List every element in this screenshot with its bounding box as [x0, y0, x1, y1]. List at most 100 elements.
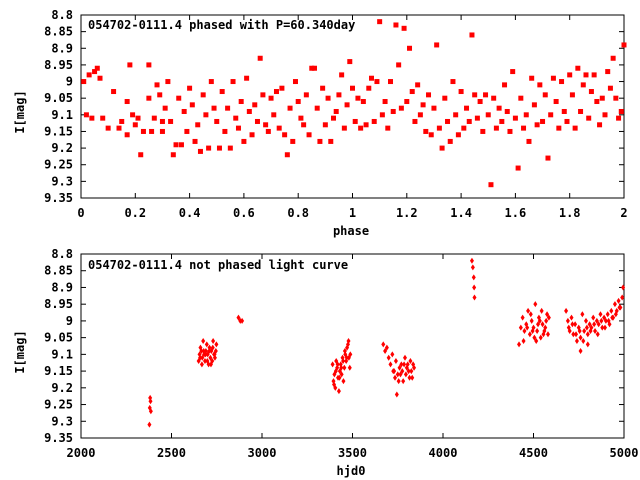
phased-data-point — [94, 65, 100, 71]
phased-data-point — [344, 102, 350, 108]
unphased-data-point — [210, 344, 215, 351]
phased-data-point — [461, 125, 467, 131]
phased-data-point — [616, 115, 622, 121]
phased-data-point — [466, 118, 472, 124]
unphased-data-point — [148, 408, 153, 415]
unphased-data-point — [522, 327, 527, 334]
unphased-data-point — [581, 337, 586, 344]
unphased-data-point — [602, 314, 607, 321]
unphased-data-point — [543, 324, 548, 331]
phased-data-point — [377, 19, 383, 25]
unphased-data-point — [536, 321, 541, 328]
unphased-data-point — [201, 337, 206, 344]
unphased-data-point — [538, 334, 543, 341]
unphased-data-point — [409, 368, 414, 375]
unphased-data-point — [403, 371, 408, 378]
unphased-data-point — [573, 321, 578, 328]
phased-data-point — [453, 112, 459, 118]
phased-data-point — [341, 125, 347, 131]
unphased-data-point — [525, 324, 530, 331]
phased-data-point — [366, 85, 372, 91]
phased-xtick-label: 1.2 — [396, 206, 418, 220]
unphased-data-point — [397, 364, 402, 371]
phased-data-point — [369, 75, 375, 81]
phased-data-point — [512, 115, 518, 121]
phased-data-point — [298, 115, 304, 121]
unphased-plot-title: 054702-0111.4 not phased light curve — [88, 258, 348, 272]
unphased-data-point — [570, 321, 575, 328]
unphased-data-point — [518, 324, 523, 331]
unphased-data-point — [471, 274, 476, 281]
unphased-data-point — [574, 331, 579, 338]
unphased-data-point — [529, 317, 534, 324]
phased-data-point — [407, 45, 413, 51]
unphased-data-point — [198, 354, 203, 361]
phased-xtick-label: 0.8 — [287, 206, 309, 220]
phased-data-point — [100, 115, 106, 121]
unphased-data-point — [341, 378, 346, 385]
phased-data-point — [390, 108, 396, 114]
phased-ytick-label: 8.95 — [44, 58, 73, 72]
phased-data-point — [320, 85, 326, 91]
phased-data-point — [328, 138, 334, 144]
phased-data-point — [211, 105, 217, 111]
phased-data-point — [480, 128, 486, 134]
phased-data-point — [265, 128, 271, 134]
unphased-data-point — [339, 364, 344, 371]
phased-data-point — [415, 82, 421, 88]
phased-data-point — [111, 89, 117, 95]
unphased-data-point — [332, 381, 337, 388]
phased-data-point — [607, 85, 613, 91]
phased-data-point — [409, 89, 415, 95]
phased-data-point — [187, 85, 193, 91]
phased-ytick-label: 9.1 — [51, 108, 73, 122]
unphased-data-point — [526, 307, 531, 314]
phased-ytick-label: 9 — [66, 75, 73, 89]
unphased-data-point — [535, 327, 540, 334]
unphased-data-point — [337, 374, 342, 381]
unphased-data-point — [591, 314, 596, 321]
unphased-data-point — [407, 374, 412, 381]
phased-data-point — [352, 118, 358, 124]
phased-data-point — [583, 72, 589, 78]
phased-data-point — [515, 165, 521, 171]
phased-data-point — [355, 95, 361, 101]
phased-data-point — [529, 75, 535, 81]
phased-data-point — [132, 122, 138, 128]
unphased-data-point — [204, 341, 209, 348]
unphased-data-point — [402, 354, 407, 361]
phased-data-point — [149, 128, 155, 134]
phased-data-point — [140, 128, 146, 134]
unphased-data-point — [610, 314, 615, 321]
unphased-data-point — [342, 348, 347, 355]
phased-data-point — [208, 79, 214, 85]
unphased-data-point — [595, 331, 600, 338]
phased-data-point — [241, 138, 247, 144]
unphased-xtick-label: 3000 — [248, 446, 277, 460]
phased-data-point — [586, 115, 592, 121]
phased-data-point — [303, 92, 309, 98]
phased-data-point — [178, 142, 184, 148]
phased-data-point — [439, 145, 445, 151]
phased-data-point — [333, 108, 339, 114]
unphased-data-point — [530, 327, 535, 334]
phased-data-point — [534, 122, 540, 128]
unphased-data-point — [393, 374, 398, 381]
phased-data-point — [591, 72, 597, 78]
phased-data-point — [431, 105, 437, 111]
phased-data-point — [279, 85, 285, 91]
phased-xtick-label: 0.2 — [124, 206, 146, 220]
phased-data-point — [257, 55, 263, 61]
phased-data-point — [613, 95, 619, 101]
phased-data-point — [575, 65, 581, 71]
phased-data-point — [83, 112, 89, 118]
unphased-data-point — [534, 337, 539, 344]
phased-data-point — [434, 42, 440, 48]
unphased-data-point — [577, 327, 582, 334]
phased-xtick-label: 0 — [77, 206, 84, 220]
phased-data-point — [203, 112, 209, 118]
unphased-data-point — [571, 331, 576, 338]
unphased-data-point — [208, 361, 213, 368]
phased-data-point — [610, 55, 616, 61]
